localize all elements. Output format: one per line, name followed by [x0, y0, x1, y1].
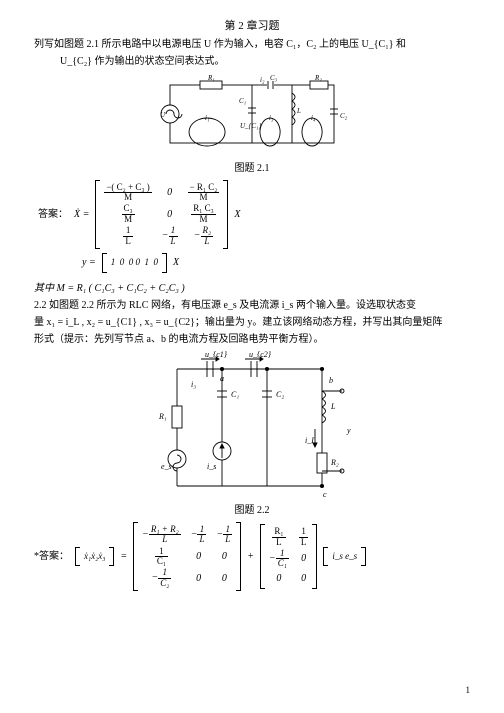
p22-l1: 2.2 如图题 2.2 所示为 RLC 网络，有电压源 e_s 及电流源 i_s…	[34, 298, 470, 313]
problem-2-1: 列写如图题 2.1 所示电路中以电源电压 U 作为输入，电容 C₁，C₂ 上的电…	[34, 37, 470, 52]
B2-matrix: R₁L 1L −1C₁ 0 0 0	[260, 524, 317, 589]
svg-text:u_{c2}: u_{c2}	[249, 351, 272, 359]
svg-text:L: L	[330, 402, 336, 411]
answer-label: 答案：	[38, 207, 68, 222]
svg-text:R₁: R₁	[207, 74, 215, 82]
svg-text:i₃: i₃	[269, 114, 274, 122]
svg-text:C₁: C₁	[231, 390, 239, 399]
svg-text:i₃: i₃	[191, 380, 196, 389]
x-tail: X	[234, 207, 240, 222]
answer2-label: *答案：	[34, 549, 69, 564]
y-eq: y =	[82, 255, 96, 270]
y-tail: X	[173, 255, 179, 270]
svg-text:R₁: R₁	[158, 412, 167, 421]
svg-text:u_{c1}: u_{c1}	[205, 351, 228, 359]
svg-text:C₂: C₂	[340, 112, 348, 120]
p21-line1: 列写如图题 2.1 所示电路中以电源电压 U 作为输入，电容 C₁，C₂ 上的电…	[34, 39, 406, 50]
p22-l2: 量 x₁ = i_L , x₂ = u_{C1} , x₃ = u_{C2}；输…	[34, 315, 470, 330]
answer-2-2: *答案： ẋ₁ẋ₂ẋ₃ = −R₁ + R₂L −1L −1L 1C₁ 0 0 …	[34, 522, 470, 592]
svg-text:R₂: R₂	[330, 458, 339, 467]
svg-text:y: y	[346, 426, 351, 435]
x-dot: Ẋ =	[74, 207, 89, 222]
eq-sign: =	[120, 549, 127, 564]
u-vec: i_s e_s	[323, 547, 366, 567]
svg-text:C₁: C₁	[239, 97, 246, 105]
answer-2-1-output: y = 1 0 0 0 1 0 X	[82, 253, 470, 273]
svg-text:C₂: C₂	[276, 390, 284, 399]
svg-text:e_s: e_s	[161, 462, 172, 471]
plus: +	[247, 549, 254, 564]
answer-2-1-state: 答案： Ẋ = −( C₂ + C₃ )M 0 − R₁ C₂M C₃M 0 R…	[38, 180, 470, 250]
svg-text:R₂: R₂	[314, 74, 322, 82]
svg-text:U_{C₁}: U_{C₁}	[240, 122, 261, 130]
A2-matrix: −R₁ + R₂L −1L −1L 1C₁ 0 0 −1C₂ 0 0	[133, 522, 241, 592]
svg-text:i₂: i₂	[260, 76, 265, 84]
C-matrix: 1 0 0 0 1 0	[102, 253, 167, 273]
svg-text:a: a	[220, 374, 224, 383]
svg-text:i_s: i_s	[207, 462, 216, 471]
page-number: 1	[466, 684, 471, 698]
xdot-vec: ẋ₁ẋ₂ẋ₃	[75, 547, 114, 567]
p22-l3: 形式（提示：先列写节点 a、b 的电流方程及回路电势平衡方程）。	[34, 332, 470, 347]
svg-text:i_L: i_L	[305, 436, 316, 445]
svg-text:C₃: C₃	[270, 74, 278, 82]
figure-2-1-caption: 图题 2.1	[34, 161, 470, 176]
svg-text:b: b	[329, 376, 333, 385]
figure-2-2: u_{c1} u_{c2} a i₃ C₁ C₂ R₁ e_s i_s b L i_L R₂…	[147, 351, 357, 501]
svg-text:i₁: i₁	[205, 114, 209, 122]
figure-2-1: R₁C₃R₂ i₂ U i₁i₃i₄ U_{C₁}C₁ L C₂	[152, 73, 352, 159]
svg-text:c: c	[323, 490, 327, 499]
svg-text:i₄: i₄	[311, 114, 316, 122]
p21-line2: U_{C₂} 作为输出的状态空间表达式。	[34, 54, 470, 69]
svg-text:L: L	[296, 107, 301, 115]
chapter-title: 第 2 章习题	[34, 18, 470, 35]
where-M: 其中 M = R₁ ( C₁C₃ + C₁C₂ + C₂C₃ )	[34, 281, 470, 296]
A-matrix: −( C₂ + C₃ )M 0 − R₁ C₂M C₃M 0 R₁ C₃M 1L…	[95, 180, 228, 250]
figure-2-2-caption: 图题 2.2	[34, 503, 470, 518]
